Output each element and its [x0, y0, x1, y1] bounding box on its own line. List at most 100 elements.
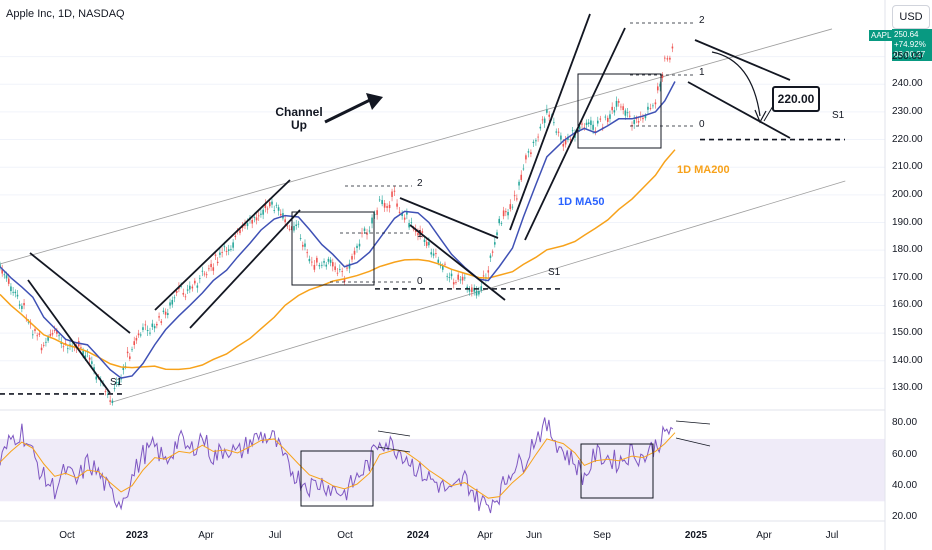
s1-label: S1: [548, 267, 561, 278]
candle-body: [628, 115, 631, 117]
candle-body: [118, 381, 120, 385]
candle-body: [184, 296, 187, 298]
candle-body: [225, 251, 228, 252]
fib-label: 0: [417, 276, 423, 287]
candle-body: [36, 335, 38, 337]
candle-body: [196, 285, 199, 288]
candle-body: [160, 321, 163, 323]
time-tick: Oct: [337, 530, 353, 541]
candle-body: [652, 105, 654, 107]
trend-line: [399, 197, 499, 239]
candle-body: [203, 273, 206, 275]
candle-body: [609, 114, 611, 119]
candle-body: [109, 400, 111, 402]
candle-body: [230, 249, 232, 250]
candle-body: [205, 274, 208, 276]
candle-body: [156, 323, 158, 326]
candle-body: [408, 223, 410, 228]
channel-arrow-head: [366, 93, 383, 110]
price-countdown: 03:00:27: [894, 50, 926, 59]
s1-label: S1: [832, 110, 845, 121]
trend-line: [29, 252, 131, 334]
candle-body: [255, 217, 258, 221]
candle-body: [308, 258, 311, 262]
candle-body: [366, 232, 368, 235]
fib-label: 2: [699, 15, 705, 26]
candle-body: [3, 274, 6, 276]
candle-body: [129, 356, 131, 359]
candle-body: [84, 355, 87, 359]
candle-body: [171, 299, 174, 305]
candle-body: [498, 218, 500, 224]
candle-body: [343, 279, 346, 282]
candle-body: [351, 256, 353, 260]
candle-body: [617, 101, 620, 103]
price-change: +74.92%: [894, 40, 926, 49]
candle-body: [475, 290, 478, 296]
candle-body: [173, 297, 176, 299]
candle-body: [311, 261, 313, 263]
rsi-divergence-line: [675, 420, 711, 425]
candle-body: [239, 229, 241, 234]
rsi-tick: 60.00: [892, 448, 918, 460]
rsi-line: [0, 417, 674, 514]
candle-body: [38, 333, 41, 335]
candle-body: [191, 286, 194, 289]
candle-body: [51, 333, 54, 335]
candle-body: [532, 141, 535, 144]
candle-body: [585, 122, 588, 126]
candle-body: [275, 204, 278, 206]
candle-body: [221, 252, 223, 253]
candle-body: [596, 120, 599, 124]
candle-body: [23, 303, 25, 306]
candle-body: [91, 361, 93, 364]
candle-body: [448, 277, 451, 278]
candle-body: [142, 327, 144, 330]
candle-body: [234, 235, 237, 238]
candle-body: [635, 117, 638, 120]
candle-body: [251, 220, 253, 224]
candle-body: [437, 259, 440, 263]
price-tick: 160.00: [892, 299, 923, 311]
candle-body: [535, 140, 537, 142]
candle-body: [543, 118, 546, 123]
time-tick: Jul: [268, 530, 282, 541]
candle-body: [214, 254, 217, 256]
candle-body: [537, 136, 539, 138]
candle-body: [410, 222, 413, 224]
candle-body: [95, 376, 98, 380]
candle-body: [464, 277, 466, 279]
candle-body: [452, 282, 455, 285]
currency-button[interactable]: USD: [892, 5, 930, 29]
candle-body: [21, 305, 23, 309]
candle-body: [516, 198, 518, 200]
candle-body: [47, 336, 49, 341]
candle-body: [113, 388, 116, 389]
candle-body: [42, 344, 45, 346]
candle-body: [353, 250, 356, 255]
candle-body: [604, 116, 607, 118]
channel-label-line2: Up: [291, 118, 307, 132]
candle-body: [266, 208, 269, 210]
candle-body: [341, 271, 343, 272]
candle-body: [381, 200, 383, 205]
candle-body: [425, 241, 428, 246]
candle-body: [126, 351, 129, 354]
candle-body: [361, 232, 363, 234]
candle-body: [293, 226, 295, 231]
candle-body: [244, 224, 246, 226]
candle-body: [461, 276, 464, 281]
candle-body: [620, 106, 622, 108]
candle-body: [444, 263, 446, 265]
time-tick: Apr: [477, 530, 493, 541]
candle-body: [592, 124, 594, 130]
target-pointer: [763, 105, 774, 122]
candle-body: [7, 278, 10, 284]
time-tick: Jul: [825, 530, 839, 541]
time-tick: 2024: [406, 530, 430, 541]
candle-body: [530, 152, 532, 155]
time-tick: Apr: [198, 530, 214, 541]
candle-body: [167, 313, 169, 316]
candle-body: [624, 110, 627, 116]
rsi-divergence-line: [675, 437, 711, 447]
